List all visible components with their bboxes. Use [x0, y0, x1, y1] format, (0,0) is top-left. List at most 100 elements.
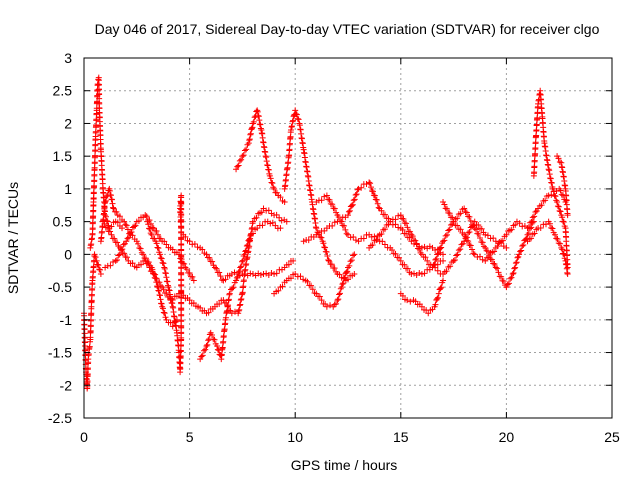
data-point: [163, 274, 170, 281]
data-point: [553, 235, 560, 242]
series-arc-late-4: [397, 277, 447, 317]
data-point: [157, 251, 164, 258]
data-point: [479, 239, 486, 246]
data-point: [94, 261, 101, 268]
data-point: [295, 116, 302, 123]
series-arc-mid-low: [271, 251, 358, 310]
data-point: [153, 240, 160, 247]
data-point: [229, 285, 236, 292]
data-point: [323, 249, 330, 256]
data-point: [114, 239, 121, 246]
data-point: [251, 114, 258, 121]
data-point: [397, 257, 404, 264]
data-point: [471, 251, 478, 258]
data-point: [549, 185, 556, 192]
data-point: [259, 222, 266, 229]
data-point: [300, 276, 307, 283]
data-point: [335, 214, 342, 221]
data-point: [200, 347, 207, 354]
data-point: [129, 260, 136, 267]
data-point: [234, 273, 241, 280]
data-point: [546, 220, 553, 227]
data-point: [454, 215, 461, 222]
data-point: [96, 266, 103, 273]
data-point: [167, 291, 174, 298]
data-point: [233, 277, 240, 284]
data-point: [495, 269, 502, 276]
x-tick-label: 25: [604, 429, 620, 445]
data-point: [157, 296, 164, 303]
data-point: [421, 270, 428, 277]
series-arc-morning-1: [97, 185, 180, 330]
data-point: [155, 245, 162, 252]
data-point: [153, 275, 160, 282]
data-point: [211, 336, 218, 343]
data-point: [116, 213, 123, 220]
data-point: [346, 207, 353, 214]
data-point: [520, 242, 527, 249]
data-point: [458, 241, 465, 248]
data-point: [211, 264, 218, 271]
data-point: [208, 332, 215, 339]
data-point: [505, 280, 512, 287]
data-point: [191, 241, 198, 248]
data-point: [292, 107, 299, 114]
data-point: [233, 166, 240, 173]
data-point: [341, 274, 348, 281]
series-arc-mid-peak-1: [233, 107, 288, 205]
data-point: [355, 238, 362, 245]
data-point: [545, 192, 552, 199]
data-point: [318, 234, 325, 241]
data-point: [432, 256, 439, 263]
data-point: [345, 212, 351, 219]
data-point: [450, 257, 457, 264]
data-point: [344, 268, 351, 275]
data-point: [237, 301, 244, 308]
data-point: [131, 223, 138, 230]
data-point: [490, 235, 497, 242]
data-point: [477, 235, 483, 241]
data-point: [560, 218, 567, 225]
data-point: [183, 266, 190, 273]
data-point: [158, 300, 165, 307]
data-point: [271, 185, 278, 192]
data-point: [242, 248, 249, 255]
data-point: [438, 244, 445, 251]
data-point: [531, 230, 538, 237]
data-point: [163, 290, 170, 297]
data-point: [478, 225, 485, 232]
data-point: [561, 255, 568, 262]
data-point: [333, 300, 340, 307]
data-point: [109, 200, 116, 207]
x-tick-label: 0: [80, 429, 88, 445]
data-point: [453, 252, 460, 259]
data-point: [538, 202, 545, 209]
data-point: [500, 278, 507, 285]
data-point: [412, 298, 419, 305]
data-point: [381, 211, 388, 218]
y-tick-label: -2: [60, 377, 73, 393]
data-point: [161, 238, 168, 245]
data-point: [157, 235, 164, 242]
data-point: [354, 186, 361, 193]
data-point: [292, 271, 299, 277]
y-tick-label: -2.5: [48, 410, 72, 426]
data-point: [290, 257, 297, 264]
series-arc-late-5: [429, 205, 537, 291]
data-point: [122, 221, 129, 228]
data-point: [546, 167, 553, 174]
data-point: [159, 305, 166, 312]
data-point: [441, 237, 448, 244]
data-point: [341, 275, 348, 282]
data-point: [182, 233, 189, 240]
data-point: [503, 244, 510, 251]
data-point: [548, 224, 555, 231]
data-point: [267, 220, 274, 227]
data-point: [249, 230, 256, 237]
data-point: [465, 229, 472, 236]
data-point: [518, 247, 525, 254]
data-point: [512, 260, 519, 267]
data-point: [482, 231, 489, 238]
data-point: [560, 218, 567, 225]
